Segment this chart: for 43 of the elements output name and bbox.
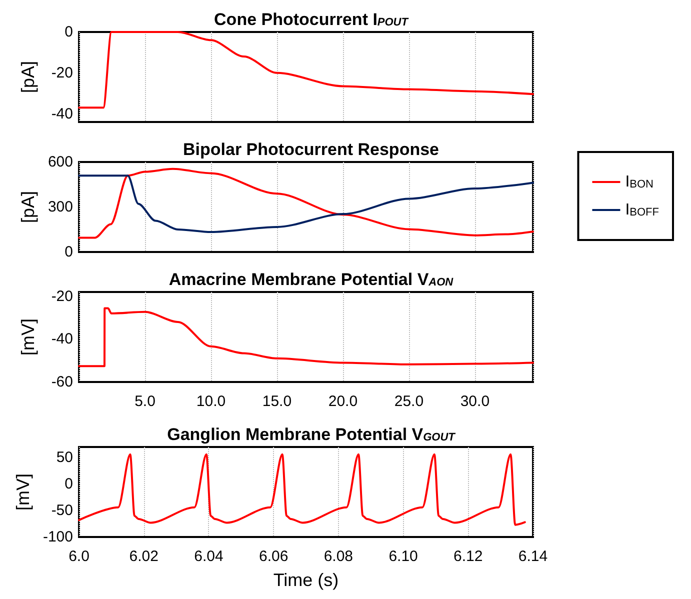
x-tick-label: 15.0	[262, 393, 292, 410]
y-tick-label: -40	[51, 330, 73, 348]
y-tick-label: 50	[56, 449, 73, 466]
line-series	[78, 168, 534, 239]
x-tick-label: 6.06	[258, 548, 288, 565]
chart-title: Bipolar Photocurrent Response	[183, 140, 439, 159]
line-series	[78, 31, 534, 109]
y-tick-label: -100	[42, 528, 73, 546]
y-tick-label: 0	[64, 476, 73, 493]
y-tick-label: -60	[51, 374, 73, 390]
y-tick-label: -20	[51, 288, 73, 305]
legend-label: IBOFF	[625, 202, 660, 218]
x-tick-label: 6.0	[68, 548, 90, 565]
x-tick-label: 6.12	[454, 548, 483, 565]
chart-title: Ganglion Membrane Potential VGOUT	[167, 425, 456, 444]
y-tick-label: 600	[48, 154, 73, 170]
y-axis-title: [mV]	[18, 318, 38, 356]
x-tick-label: 30.0	[460, 393, 490, 410]
x-axis-title: Time (s)	[273, 570, 339, 590]
x-tick-label: 10.0	[196, 393, 226, 410]
line-series	[78, 174, 534, 234]
y-tick-label: -40	[51, 105, 73, 122]
chart-title: Amacrine Membrane Potential VAON	[168, 270, 454, 289]
x-tick-label: 6.10	[388, 548, 418, 565]
x-tick-label: 6.08	[324, 548, 354, 565]
x-tick-label: 25.0	[394, 393, 424, 410]
y-axis-title: [mV]	[13, 473, 34, 511]
line-series	[78, 307, 534, 368]
chart-title: Cone Photocurrent IPOUT	[214, 10, 410, 29]
legend-label: IBON	[625, 174, 654, 190]
line-series	[78, 453, 526, 526]
y-tick-label: -50	[51, 502, 73, 520]
y-axis-title: [pA]	[18, 60, 38, 94]
x-tick-label: 6.14	[518, 548, 548, 565]
x-tick-label: 6.02	[129, 548, 158, 565]
y-axis-title: [pA]	[18, 190, 38, 224]
x-tick-label: 20.0	[328, 393, 358, 410]
y-tick-label: 0	[64, 244, 73, 260]
x-tick-label: 5.0	[134, 393, 156, 410]
y-tick-label: -20	[51, 64, 73, 82]
x-tick-label: 6.04	[194, 548, 224, 565]
y-tick-label: 0	[64, 24, 73, 40]
y-tick-label: 300	[48, 198, 73, 216]
